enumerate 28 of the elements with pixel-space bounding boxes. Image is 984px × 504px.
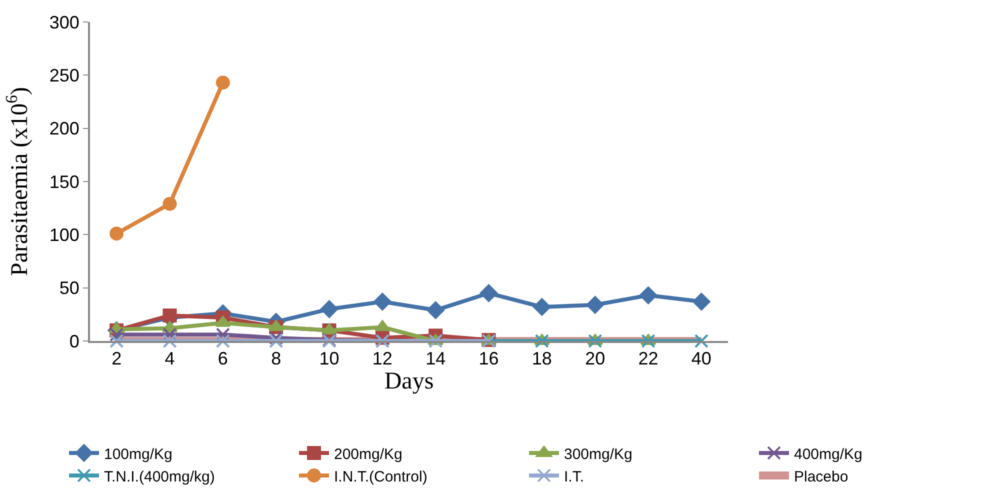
legend-label: 100mg/Kg (104, 446, 172, 463)
legend-label: I.N.T.(Control) (334, 468, 428, 486)
y-tick-label: 100 (49, 224, 80, 245)
legend-label: 200mg/Kg (334, 446, 402, 463)
y-tick-label: 200 (49, 118, 80, 139)
y-tick-label: 250 (49, 65, 80, 86)
legend-label: 400mg/Kg (794, 446, 862, 463)
legend-label: I.T. (564, 468, 584, 486)
y-tick-label: 50 (59, 278, 80, 298)
legend-label: 300mg/Kg (564, 446, 632, 463)
x-tick-label: 2 (112, 348, 122, 369)
x-tick-label: 14 (426, 348, 446, 369)
x-tick-label: 10 (319, 348, 340, 369)
x-tick-label: 8 (271, 348, 282, 369)
x-tick-label: 22 (638, 348, 658, 369)
x-tick-label: 16 (478, 348, 499, 369)
x-tick-label: 6 (218, 348, 228, 369)
x-tick-label: 40 (691, 348, 712, 369)
x-tick-label: 4 (164, 348, 175, 369)
x-tick-label: 12 (372, 348, 392, 369)
legend-label: T.N.I.(400mg/kg) (104, 468, 215, 486)
legend-label: Placebo (794, 468, 848, 486)
x-axis-title: Days (384, 368, 434, 395)
y-tick-label: 300 (49, 12, 80, 32)
x-tick-label: 18 (532, 348, 552, 369)
y-tick-label: 0 (69, 331, 80, 352)
x-tick-label: 20 (585, 348, 606, 369)
y-tick-label: 150 (49, 172, 80, 192)
